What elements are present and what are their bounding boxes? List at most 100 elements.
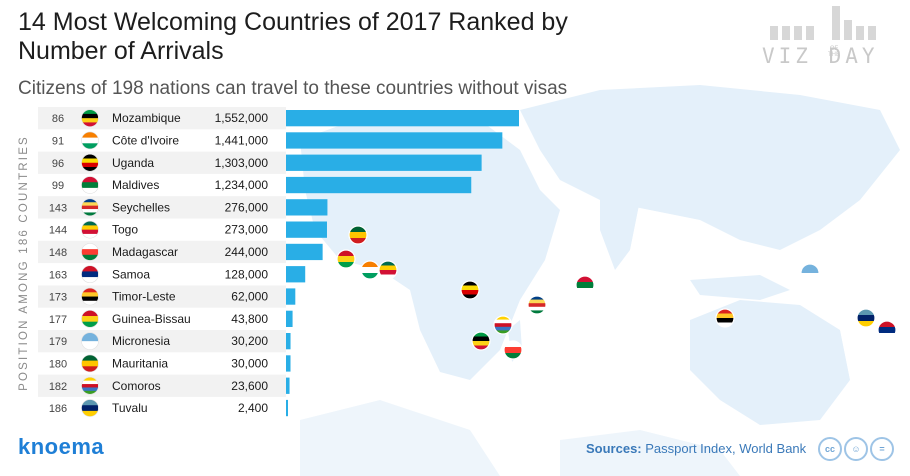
country-label: Comoros <box>112 379 161 393</box>
position-label: 86 <box>52 113 64 125</box>
value-label: 30,200 <box>231 334 268 348</box>
togo-flag-icon <box>81 220 99 239</box>
sources-text: Passport Index, World Bank <box>645 441 807 456</box>
bar <box>286 176 472 194</box>
bar <box>286 132 503 149</box>
map-marker-guinea-bissau-flag-icon <box>336 249 356 269</box>
maldives-flag-icon <box>81 176 99 194</box>
map-marker-tuvalu-flag-icon <box>856 308 876 328</box>
value-label: 43,800 <box>231 312 268 326</box>
country-label: Maldives <box>112 178 159 192</box>
bar <box>286 154 482 171</box>
value-label: 1,552,000 <box>215 111 269 125</box>
uganda-flag-icon <box>81 153 99 172</box>
map-marker-mozambique-flag-icon <box>471 331 491 351</box>
timor-leste-flag-icon <box>81 287 99 306</box>
page-subtitle: Citizens of 198 nations can travel to th… <box>18 78 568 99</box>
bar <box>286 399 288 417</box>
by-icon: ☺ <box>844 437 868 461</box>
position-label: 173 <box>49 292 67 304</box>
seychelles-flag-icon <box>81 198 99 217</box>
cc-icon: cc <box>818 437 842 461</box>
row-stripe <box>38 285 286 308</box>
viz-of-the-day-logo: VIZ DAY OF THE <box>760 6 892 76</box>
country-label: Guinea-Bissau <box>112 312 191 326</box>
country-label: Mauritania <box>112 356 168 370</box>
country-label: Tuvalu <box>112 401 148 415</box>
value-label: 128,000 <box>225 267 269 281</box>
tuvalu-flag-icon <box>81 399 99 417</box>
map-marker-uganda-flag-icon <box>460 280 480 300</box>
position-label: 180 <box>49 358 67 370</box>
row-stripe <box>38 107 286 130</box>
bar <box>286 288 296 305</box>
position-label: 163 <box>49 269 67 281</box>
country-label: Micronesia <box>112 334 170 348</box>
map-marker-maldives-flag-icon <box>575 275 595 295</box>
madagascar-flag-icon <box>81 243 99 261</box>
logo-text: VIZ DAY <box>762 44 879 68</box>
guinea-bissau-flag-icon <box>81 310 99 328</box>
sources-note: Sources: Passport Index, World Bank <box>586 441 806 456</box>
map-marker-togo-flag-icon <box>378 260 398 280</box>
map-marker-mauritania-flag-icon <box>348 225 368 245</box>
license-icons: cc ☺ = <box>818 437 894 461</box>
logo-bars-icon <box>770 6 882 40</box>
comoros-flag-icon <box>81 376 99 395</box>
country-label: Mozambique <box>112 111 181 125</box>
country-label: Côte d'Ivoire <box>112 133 179 147</box>
position-label: 99 <box>52 180 64 192</box>
position-label: 144 <box>49 225 67 237</box>
value-label: 30,000 <box>231 356 268 370</box>
mozambique-flag-icon <box>81 109 99 127</box>
country-label: Samoa <box>112 267 150 281</box>
mauritania-flag-icon <box>81 354 99 373</box>
row-stripe <box>38 374 286 397</box>
position-label: 143 <box>49 202 67 214</box>
value-label: 1,303,000 <box>215 156 269 170</box>
position-label: 148 <box>49 247 67 259</box>
value-label: 2,400 <box>238 401 268 415</box>
map-marker-samoa-flag-icon <box>877 320 897 340</box>
value-label: 23,600 <box>231 379 268 393</box>
value-label: 1,441,000 <box>215 133 269 147</box>
value-label: 273,000 <box>225 223 269 237</box>
samoa-flag-icon <box>81 265 99 284</box>
side-label-text: POSITION AMONG 186 COUNTRIES <box>18 135 31 391</box>
position-label: 182 <box>49 381 67 393</box>
bar <box>286 199 328 216</box>
country-label: Togo <box>112 223 138 237</box>
country-label: Uganda <box>112 156 154 170</box>
row-stripe <box>38 196 286 219</box>
map-marker-seychelles-flag-icon <box>527 295 547 315</box>
position-label: 91 <box>52 135 64 147</box>
map-marker-timor-leste-flag-icon <box>715 308 735 328</box>
cote-divoire-flag-icon <box>81 131 99 150</box>
bar <box>286 266 306 283</box>
position-label: 186 <box>49 403 67 415</box>
position-label: 177 <box>49 314 67 326</box>
page-title: 14 Most Welcoming Countries of 2017 Rank… <box>18 8 568 65</box>
value-label: 62,000 <box>231 290 268 304</box>
country-label: Seychelles <box>112 200 170 214</box>
bar <box>286 310 293 327</box>
map-marker-madagascar-flag-icon <box>503 340 523 360</box>
row-stripe <box>38 330 286 353</box>
y-axis-title: POSITION AMONG 186 COUNTRIES <box>14 112 34 414</box>
value-label: 244,000 <box>225 245 269 259</box>
country-label: Madagascar <box>112 245 178 259</box>
value-label: 276,000 <box>225 200 269 214</box>
logo-subtext: OF THE <box>828 46 840 58</box>
bar <box>286 243 323 261</box>
bar <box>286 333 291 350</box>
knoema-logo[interactable]: knoema <box>18 434 105 459</box>
bar <box>286 355 291 372</box>
nd-icon: = <box>870 437 894 461</box>
micronesia-flag-icon <box>81 332 99 350</box>
value-label: 1,234,000 <box>215 178 269 192</box>
country-label: Timor-Leste <box>112 290 176 304</box>
map-marker-cote-divoire-flag-icon <box>360 260 380 280</box>
position-label: 96 <box>52 158 64 170</box>
bar <box>286 221 327 238</box>
